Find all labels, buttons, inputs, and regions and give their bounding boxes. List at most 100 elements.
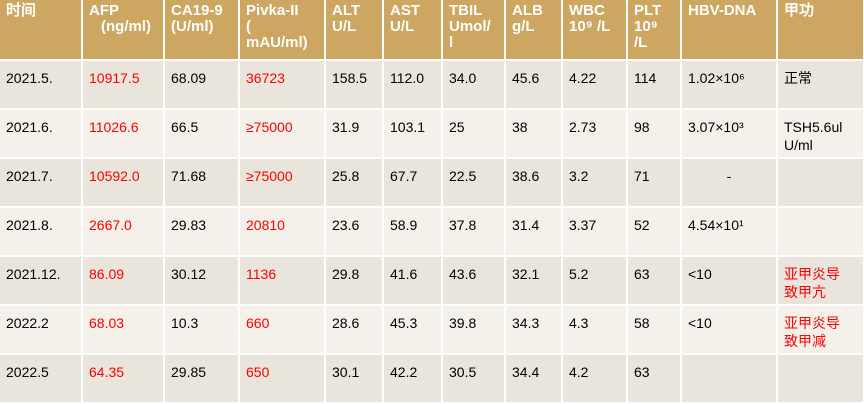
cell-alt: 28.6 bbox=[325, 305, 384, 355]
header-wbc: WBC 10⁹ /L bbox=[562, 0, 628, 61]
cell-hbv-dna: - bbox=[681, 158, 778, 208]
cell-tbil: 39.8 bbox=[442, 305, 506, 355]
cell-wbc: 4.3 bbox=[562, 305, 628, 355]
cell-hbv-dna: 1.02×10⁶ bbox=[681, 60, 778, 110]
cell-pivka: ≥75000 bbox=[239, 109, 326, 159]
cell-alt: 23.6 bbox=[325, 207, 384, 257]
header-alb: ALB g/L bbox=[505, 0, 563, 61]
cell-plt: 58 bbox=[627, 305, 682, 355]
cell-alt: 31.9 bbox=[325, 109, 384, 159]
cell-plt: 98 bbox=[627, 109, 682, 159]
cell-ast: 67.7 bbox=[383, 158, 443, 208]
table-row: 2022.2 68.03 10.3 660 28.6 45.3 39.8 34.… bbox=[0, 305, 864, 355]
cell-wbc: 2.73 bbox=[562, 109, 628, 159]
cell-pivka: 650 bbox=[239, 354, 326, 404]
cell-tbil: 37.8 bbox=[442, 207, 506, 257]
cell-hbv-dna: 3.07×10³ bbox=[681, 109, 778, 159]
cell-thyroid: 亚甲炎导 致甲减 bbox=[777, 305, 864, 355]
cell-ca19-9: 30.12 bbox=[164, 256, 240, 306]
cell-time: 2021.5. bbox=[0, 60, 83, 110]
cell-ca19-9: 68.09 bbox=[164, 60, 240, 110]
cell-alt: 29.8 bbox=[325, 256, 384, 306]
cell-alb: 34.4 bbox=[505, 354, 563, 404]
cell-afp: 2667.0 bbox=[82, 207, 165, 257]
cell-tbil: 43.6 bbox=[442, 256, 506, 306]
cell-ast: 45.3 bbox=[383, 305, 443, 355]
cell-afp: 10917.5 bbox=[82, 60, 165, 110]
table-row: 2021.5. 10917.5 68.09 36723 158.5 112.0 … bbox=[0, 60, 864, 110]
cell-plt: 63 bbox=[627, 256, 682, 306]
cell-alb: 34.3 bbox=[505, 305, 563, 355]
cell-alb: 45.6 bbox=[505, 60, 563, 110]
cell-hbv-dna: <10 bbox=[681, 305, 778, 355]
header-hbv-dna: HBV-DNA bbox=[681, 0, 778, 61]
cell-pivka: 36723 bbox=[239, 60, 326, 110]
cell-pivka: 1136 bbox=[239, 256, 326, 306]
cell-tbil: 30.5 bbox=[442, 354, 506, 404]
header-thyroid: 甲功 bbox=[777, 0, 864, 61]
cell-ca19-9: 71.68 bbox=[164, 158, 240, 208]
cell-plt: 114 bbox=[627, 60, 682, 110]
header-row: 时间 AFP (ng/ml) CA19-9 (U/ml) Pivka-II(mAU/… bbox=[0, 0, 864, 61]
header-ast: AST U/L bbox=[383, 0, 443, 61]
cell-plt: 52 bbox=[627, 207, 682, 257]
cell-plt: 63 bbox=[627, 354, 682, 404]
cell-ast: 42.2 bbox=[383, 354, 443, 404]
header-ca19-9: CA19-9 (U/ml) bbox=[164, 0, 240, 61]
cell-ast: 103.1 bbox=[383, 109, 443, 159]
cell-ast: 58.9 bbox=[383, 207, 443, 257]
cell-pivka: 20810 bbox=[239, 207, 326, 257]
cell-afp: 11026.6 bbox=[82, 109, 165, 159]
cell-pivka: ≥75000 bbox=[239, 158, 326, 208]
header-time: 时间 bbox=[0, 0, 83, 61]
cell-thyroid: 正常 bbox=[777, 60, 864, 110]
cell-hbv-dna: 4.54×10¹ bbox=[681, 207, 778, 257]
table-row: 2022.5 64.35 29.85 650 30.1 42.2 30.5 34… bbox=[0, 354, 864, 404]
cell-time: 2021.12. bbox=[0, 256, 83, 306]
cell-alb: 38 bbox=[505, 109, 563, 159]
cell-afp: 10592.0 bbox=[82, 158, 165, 208]
cell-wbc: 5.2 bbox=[562, 256, 628, 306]
cell-wbc: 4.22 bbox=[562, 60, 628, 110]
cell-ast: 41.6 bbox=[383, 256, 443, 306]
cell-wbc: 3.37 bbox=[562, 207, 628, 257]
table-row: 2021.8. 2667.0 29.83 20810 23.6 58.9 37.… bbox=[0, 207, 864, 257]
cell-ca19-9: 29.83 bbox=[164, 207, 240, 257]
cell-ca19-9: 66.5 bbox=[164, 109, 240, 159]
cell-tbil: 22.5 bbox=[442, 158, 506, 208]
cell-thyroid bbox=[777, 207, 864, 257]
cell-hbv-dna bbox=[681, 354, 778, 404]
cell-hbv-dna: <10 bbox=[681, 256, 778, 306]
cell-thyroid bbox=[777, 354, 864, 404]
cell-pivka: 660 bbox=[239, 305, 326, 355]
cell-time: 2021.8. bbox=[0, 207, 83, 257]
cell-thyroid bbox=[777, 158, 864, 208]
cell-tbil: 34.0 bbox=[442, 60, 506, 110]
cell-time: 2022.2 bbox=[0, 305, 83, 355]
header-alt: ALT U/L bbox=[325, 0, 384, 61]
cell-time: 2021.6. bbox=[0, 109, 83, 159]
header-plt: PLT 10⁹/L bbox=[627, 0, 682, 61]
cell-afp: 86.09 bbox=[82, 256, 165, 306]
cell-alb: 38.6 bbox=[505, 158, 563, 208]
cell-thyroid: 亚甲炎导 致甲亢 bbox=[777, 256, 864, 306]
cell-ast: 112.0 bbox=[383, 60, 443, 110]
cell-time: 2022.5 bbox=[0, 354, 83, 404]
cell-afp: 64.35 bbox=[82, 354, 165, 404]
table-row: 2021.6. 11026.6 66.5 ≥75000 31.9 103.1 2… bbox=[0, 109, 864, 159]
cell-time: 2021.7. bbox=[0, 158, 83, 208]
header-pivka: Pivka-II(mAU/ml) bbox=[239, 0, 326, 61]
cell-plt: 71 bbox=[627, 158, 682, 208]
header-tbil: TBIL Umol/l bbox=[442, 0, 506, 61]
header-afp: AFP (ng/ml) bbox=[82, 0, 165, 61]
cell-afp: 68.03 bbox=[82, 305, 165, 355]
cell-alt: 30.1 bbox=[325, 354, 384, 404]
cell-ca19-9: 29.85 bbox=[164, 354, 240, 404]
cell-wbc: 3.2 bbox=[562, 158, 628, 208]
cell-alt: 158.5 bbox=[325, 60, 384, 110]
cell-alb: 31.4 bbox=[505, 207, 563, 257]
cell-ca19-9: 10.3 bbox=[164, 305, 240, 355]
cell-alt: 25.8 bbox=[325, 158, 384, 208]
table-row: 2021.12. 86.09 30.12 1136 29.8 41.6 43.6… bbox=[0, 256, 864, 306]
